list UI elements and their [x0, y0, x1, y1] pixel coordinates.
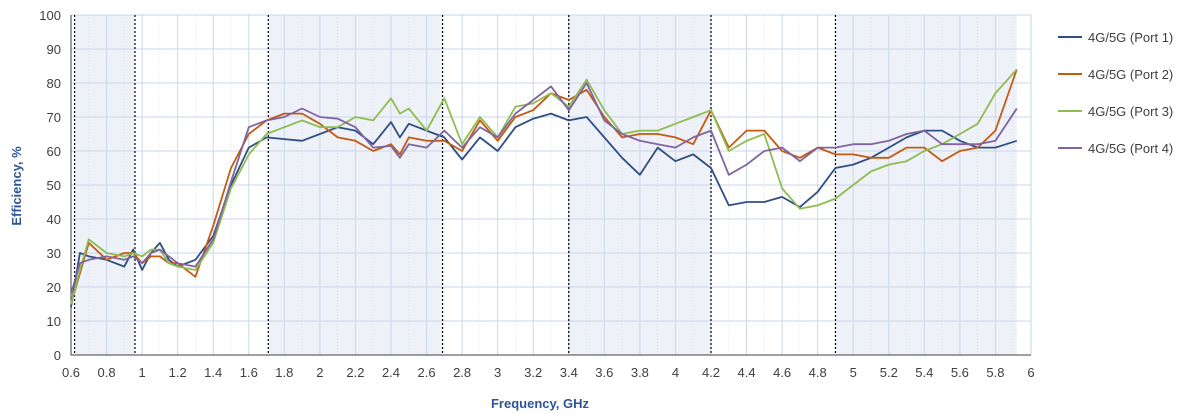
x-tick-label: 2.8	[453, 365, 471, 380]
y-tick-label: 70	[47, 110, 61, 125]
x-tick-label: 1.6	[240, 365, 258, 380]
legend-label-port-2: 4G/5G (Port 2)	[1088, 67, 1173, 82]
axes	[70, 15, 1031, 356]
x-tick-label: 5.4	[915, 365, 933, 380]
x-tick-label: 6	[1027, 365, 1034, 380]
y-tick-label: 0	[54, 348, 61, 363]
y-tick-label: 20	[47, 280, 61, 295]
series-line-port-1	[70, 112, 1018, 308]
x-tick-label: 3.4	[560, 365, 578, 380]
x-tick-label: 0.8	[98, 365, 116, 380]
x-tick-label: 2	[316, 365, 323, 380]
x-tick-label: 0.6	[62, 365, 80, 380]
x-tick-labels: 0.6 0.8 1 1.2 1.4 1.6 1.8 2 2.2 2.4 2.6 2.8 3 3.2 3.4 3…	[62, 365, 1035, 380]
x-tick-label: 4.4	[738, 365, 756, 380]
x-tick-label: 4.8	[809, 365, 827, 380]
y-tick-label: 50	[47, 178, 61, 193]
y-tick-label: 100	[39, 8, 61, 23]
legend-label-port-3: 4G/5G (Port 3)	[1088, 104, 1173, 119]
legend: 4G/5G (Port 1) 4G/5G (Port 2) 4G/5G (Port …	[1058, 30, 1173, 156]
x-tick-label: 2.2	[346, 365, 364, 380]
x-tick-label: 1.4	[204, 365, 222, 380]
x-tick-label: 5.6	[951, 365, 969, 380]
x-axis-title: Frequency, GHz	[491, 396, 590, 411]
x-tick-label: 5.8	[986, 365, 1004, 380]
y-tick-label: 80	[47, 76, 61, 91]
x-tick-label: 3	[494, 365, 501, 380]
y-tick-labels: 0 10 20 30 40 50 60 70 80 90 100	[39, 8, 61, 363]
x-tick-label: 4.6	[773, 365, 791, 380]
series-lines	[70, 68, 1018, 308]
legend-label-port-4: 4G/5G (Port 4)	[1088, 141, 1173, 156]
x-tick-label: 4	[672, 365, 679, 380]
x-tick-label: 5.2	[880, 365, 898, 380]
series-line-port-4	[70, 82, 1018, 295]
x-tick-label: 3.6	[595, 365, 613, 380]
x-tick-label: 2.6	[418, 365, 436, 380]
y-axis-title: Efficiency, %	[9, 146, 24, 226]
x-tick-label: 1.8	[275, 365, 293, 380]
y-tick-label: 30	[47, 246, 61, 261]
y-tick-label: 40	[47, 212, 61, 227]
x-tick-label: 1	[138, 365, 145, 380]
x-tick-label: 5	[850, 365, 857, 380]
y-tick-label: 10	[47, 314, 61, 329]
series-line-port-2	[70, 69, 1018, 305]
band-boundary-lines	[73, 15, 837, 355]
x-tick-label: 4.2	[702, 365, 720, 380]
y-tick-label: 60	[47, 144, 61, 159]
x-tick-label: 2.4	[382, 365, 400, 380]
x-tick-label: 3.2	[524, 365, 542, 380]
x-tick-label: 1.2	[169, 365, 187, 380]
x-tick-label: 3.8	[631, 365, 649, 380]
legend-label-port-1: 4G/5G (Port 1)	[1088, 30, 1173, 45]
y-tick-label: 90	[47, 42, 61, 57]
